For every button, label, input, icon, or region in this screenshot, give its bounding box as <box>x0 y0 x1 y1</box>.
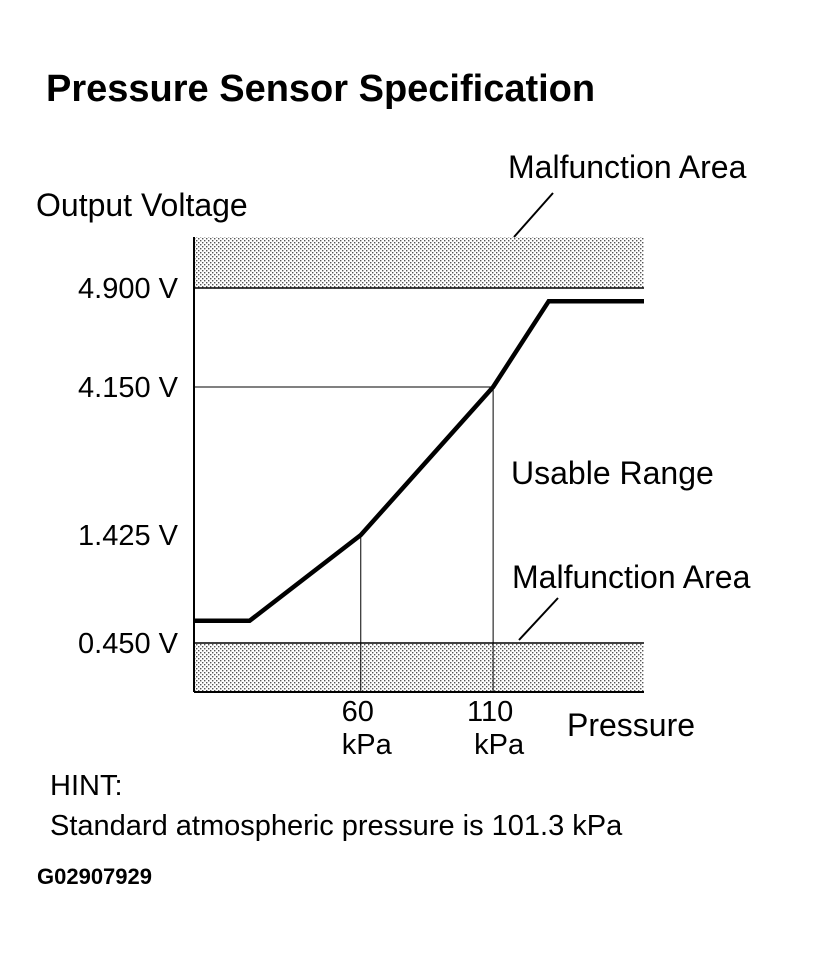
y-tick-label-3: 4.900 V <box>78 273 179 305</box>
region-label-1: Usable Range <box>511 455 714 491</box>
lower-malfunction-area <box>194 643 644 692</box>
x-tick-unit-0: kPa <box>342 729 393 761</box>
x-axis-label: Pressure <box>567 707 695 743</box>
upper-malfunction-leader <box>513 192 554 238</box>
x-tick-unit-1: kPa <box>474 729 525 761</box>
y-tick-label-0: 0.450 V <box>78 628 179 660</box>
y-axis-label: Output Voltage <box>36 187 248 223</box>
y-tick-label-1: 1.425 V <box>78 520 179 552</box>
figure-code: G02907929 <box>37 864 152 889</box>
x-tick-label-0: 60 <box>342 696 374 728</box>
hint-heading: HINT: <box>50 770 123 802</box>
chart-title: Pressure Sensor Specification <box>46 68 596 110</box>
x-tick-label-1: 110 <box>467 696 513 728</box>
upper-malfunction-area <box>194 237 644 288</box>
output-voltage-line-0 <box>194 298 644 624</box>
hint-text: Standard atmospheric pressure is 101.3 k… <box>50 810 623 842</box>
region-label-0: Malfunction Area <box>508 149 747 185</box>
lower-malfunction-leader <box>518 597 559 641</box>
region-label-2: Malfunction Area <box>512 559 751 595</box>
hint-block: HINT: Standard atmospheric pressure is 1… <box>50 766 622 846</box>
y-tick-label-2: 4.150 V <box>78 372 179 404</box>
